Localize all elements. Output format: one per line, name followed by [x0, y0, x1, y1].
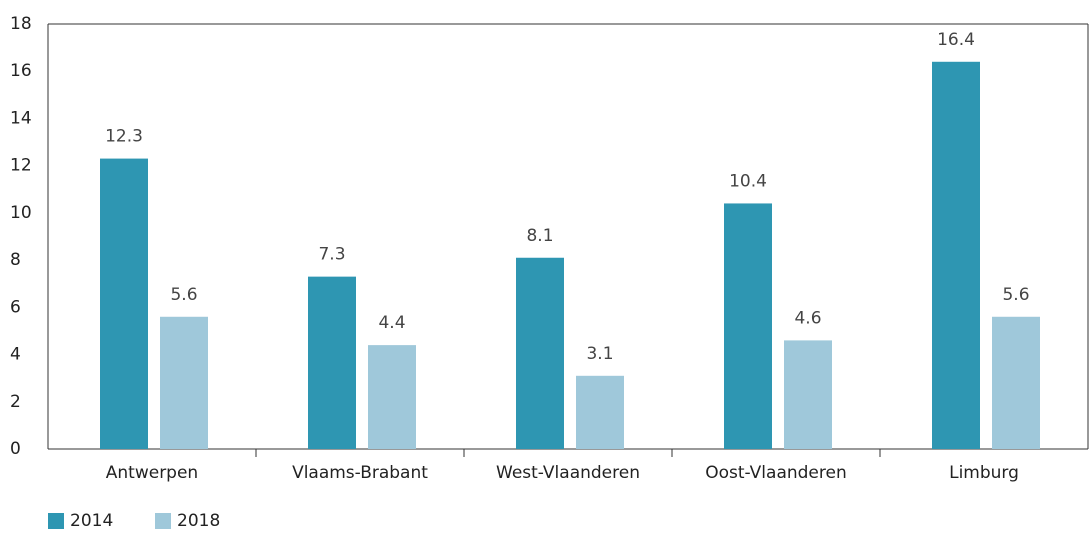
y-tick-label: 8	[10, 250, 21, 270]
bar	[724, 203, 772, 449]
value-label: 7.3	[318, 245, 345, 265]
bar	[932, 61, 980, 450]
y-tick-label: 4	[10, 345, 21, 365]
x-tick-label: Antwerpen	[106, 463, 198, 483]
legend-swatch	[48, 513, 64, 529]
value-label: 10.4	[729, 171, 767, 191]
y-tick-label: 6	[10, 297, 21, 317]
y-tick-label: 14	[10, 108, 32, 128]
y-tick-label: 2	[10, 392, 21, 412]
bar	[992, 316, 1040, 449]
value-label: 5.6	[1002, 285, 1029, 305]
y-tick-label: 18	[10, 14, 32, 34]
value-label: 3.1	[586, 344, 613, 364]
value-label: 5.6	[170, 285, 197, 305]
value-label: 12.3	[105, 127, 143, 147]
y-tick-label: 0	[10, 439, 21, 459]
x-tick-label: Vlaams-Brabant	[292, 463, 428, 483]
value-label: 16.4	[937, 30, 975, 50]
bar	[368, 345, 416, 449]
legend-label: 2018	[177, 511, 220, 531]
x-tick-label: West-Vlaanderen	[496, 463, 640, 483]
bar	[308, 276, 356, 449]
legend-swatch	[155, 513, 171, 529]
bar	[576, 375, 624, 449]
value-label: 4.6	[794, 308, 821, 328]
bar	[160, 316, 208, 449]
bar	[516, 257, 564, 449]
bar	[100, 158, 148, 450]
y-tick-label: 16	[10, 61, 32, 81]
legend-label: 2014	[70, 511, 113, 531]
value-label: 8.1	[526, 226, 553, 246]
y-tick-label: 12	[10, 156, 32, 176]
y-tick-label: 10	[10, 203, 32, 223]
bar	[784, 340, 832, 449]
x-tick-label: Limburg	[949, 463, 1019, 483]
value-label: 4.4	[378, 313, 405, 333]
x-tick-label: Oost-Vlaanderen	[705, 463, 847, 483]
